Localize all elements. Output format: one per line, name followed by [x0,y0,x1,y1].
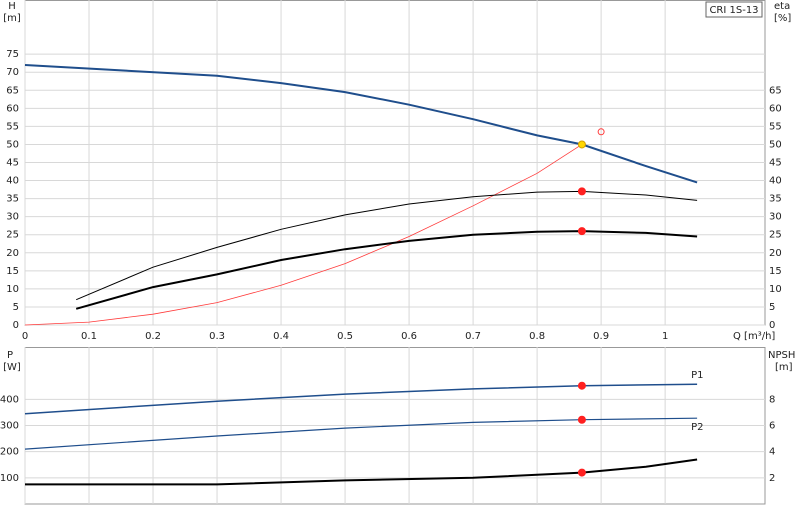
y2-tick-label: 8 [769,394,775,405]
y2-tick-label: 40 [769,176,782,187]
y-axis-label: P [7,350,13,361]
y-tick-label: 45 [6,158,19,169]
x-tick-label: 1 [662,331,668,342]
y2-tick-label: 45 [769,158,782,169]
y-tick-label: 300 [0,421,19,432]
series-line [24,417,698,450]
x-tick-label: 0.4 [273,331,289,342]
series-line [76,190,698,301]
y-tick-label: 35 [6,194,19,205]
label-box [705,1,763,18]
series-label: P2 [691,422,703,433]
series-line [25,458,698,486]
y-tick-label: 25 [6,230,19,241]
x-tick-label: 0.5 [337,331,353,342]
y2-axis-unit: [%] [774,13,791,24]
y-tick-label: 400 [0,394,19,405]
y-tick-label: 65 [6,85,19,96]
duty-point [577,381,586,390]
duty-point [577,468,586,477]
series-label: P1 [691,370,703,381]
x-tick-label: 0.6 [401,331,417,342]
x-tick-label: 0.8 [529,331,545,342]
duty-point [577,227,586,236]
y2-tick-label: 30 [769,212,782,223]
y-tick-label: 55 [6,121,19,132]
y2-tick-label: 2 [769,473,775,484]
series-line [75,230,698,310]
y-tick-label: 20 [6,248,19,259]
y2-axis-unit: [m] [775,362,793,373]
x-tick-label: 0 [22,331,28,342]
duty-point [577,140,586,149]
duty-point [577,187,586,196]
y2-tick-label: 6 [769,421,775,432]
x-tick-label: 0.2 [145,331,161,342]
series-line [24,144,583,326]
y-tick-label: 5 [13,302,19,313]
y2-tick-label: 15 [769,266,782,277]
y2-tick-label: 20 [769,248,782,259]
x-tick-label: 0.3 [209,331,225,342]
duty-point [597,128,605,136]
y2-axis-label: eta [774,1,790,12]
series-line [24,383,698,415]
y-tick-label: 15 [6,266,19,277]
x-tick-label: 0.9 [593,331,609,342]
y2-tick-label: 65 [769,85,782,96]
label-box-text: CRI 1S-13 [709,5,758,16]
series-line [24,64,698,184]
y-tick-label: 200 [0,447,19,458]
y-tick-label: 10 [6,284,19,295]
y-axis-unit: [m] [3,13,21,24]
y-tick-label: 75 [6,49,19,60]
y2-tick-label: 55 [769,121,782,132]
y2-tick-label: 4 [769,447,775,458]
y-tick-label: 100 [0,473,19,484]
y-tick-label: 40 [6,176,19,187]
y2-tick-label: 50 [769,139,782,150]
y2-tick-label: 60 [769,103,782,114]
duty-point [577,415,586,424]
y-tick-label: 0 [13,320,19,331]
y-tick-label: 70 [6,67,19,78]
y2-tick-label: 5 [769,302,775,313]
y2-tick-label: 25 [769,230,782,241]
y2-tick-label: 10 [769,284,782,295]
y-tick-label: 50 [6,139,19,150]
y2-tick-label: 0 [769,320,775,331]
y-tick-label: 60 [6,103,19,114]
y-tick-label: 30 [6,212,19,223]
x-axis-label: Q [m³/h] [733,331,775,342]
y-axis-unit: [W] [3,362,21,373]
y-axis-label: H [8,1,16,12]
y2-axis-label: NPSH [768,350,795,361]
x-tick-label: 0.1 [81,331,97,342]
x-tick-label: 0.7 [465,331,481,342]
y2-tick-label: 35 [769,194,782,205]
